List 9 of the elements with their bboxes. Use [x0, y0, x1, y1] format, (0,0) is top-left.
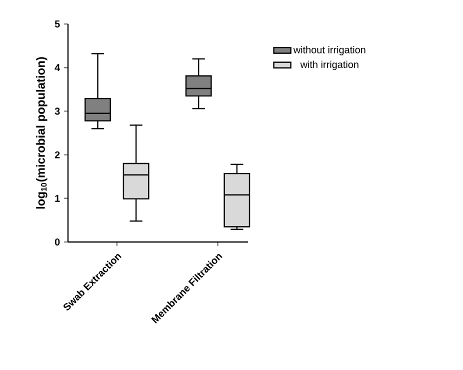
y-tick-label: 3 — [54, 108, 60, 115]
legend-label: with irrigation — [300, 60, 358, 70]
legend-label: without irrigation — [293, 46, 366, 56]
y-tick-label: 5 — [54, 20, 60, 28]
y-tick-label: 4 — [54, 64, 60, 72]
y-tick-label: 1 — [55, 194, 60, 202]
y-tick-label: 0 — [54, 238, 60, 246]
y-axis-title: log$_{10}$(microbial population) — [36, 57, 48, 209]
y-tick-label: 2 — [54, 151, 60, 158]
